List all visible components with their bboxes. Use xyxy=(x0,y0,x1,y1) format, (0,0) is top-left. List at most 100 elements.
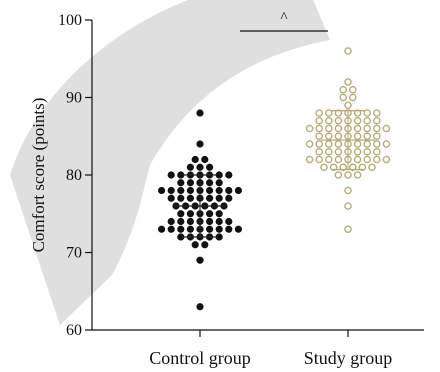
control-point xyxy=(186,217,194,226)
study-point xyxy=(353,147,362,156)
study-point xyxy=(363,109,372,117)
control-point xyxy=(225,217,233,226)
control-point xyxy=(177,171,185,179)
study-point xyxy=(305,124,314,133)
control-point xyxy=(215,171,223,179)
control-point xyxy=(186,225,194,233)
study-point xyxy=(348,85,357,94)
study-point xyxy=(315,140,324,148)
study-point xyxy=(344,101,352,110)
study-point xyxy=(382,155,391,164)
study-point xyxy=(305,155,314,164)
y-tick-label: 90 xyxy=(66,90,82,107)
control-point xyxy=(186,163,194,171)
control-point xyxy=(225,186,233,195)
control-point xyxy=(215,233,223,241)
control-point xyxy=(196,140,204,148)
study-point xyxy=(334,116,343,125)
control-point xyxy=(177,186,185,195)
control-point xyxy=(177,179,185,187)
control-point xyxy=(215,179,223,187)
study-point xyxy=(329,163,338,172)
study-point xyxy=(353,171,362,179)
control-point xyxy=(191,155,199,164)
study-point xyxy=(324,109,333,117)
study-point xyxy=(353,116,362,125)
study-point xyxy=(353,132,362,141)
significance-marker: ^ xyxy=(280,10,287,26)
study-point xyxy=(363,155,372,164)
watermark-shape xyxy=(10,0,330,325)
study-point xyxy=(334,155,343,164)
study-point xyxy=(315,109,324,117)
control-point xyxy=(186,179,194,187)
control-point xyxy=(191,241,199,249)
control-point xyxy=(215,194,223,202)
control-point xyxy=(225,194,233,202)
control-point xyxy=(177,194,185,202)
control-point xyxy=(158,186,166,195)
study-point xyxy=(382,124,391,133)
control-point xyxy=(206,179,214,187)
control-point xyxy=(177,210,185,218)
study-point xyxy=(344,225,352,234)
study-point xyxy=(372,132,381,141)
study-point xyxy=(334,171,343,179)
study-point xyxy=(339,93,348,102)
study-point xyxy=(315,132,324,141)
study-point xyxy=(348,93,357,102)
study-point xyxy=(363,124,372,133)
control-point xyxy=(234,186,242,195)
control-point xyxy=(196,109,204,117)
study-point xyxy=(372,140,381,148)
study-point xyxy=(372,116,381,125)
control-point xyxy=(215,225,223,233)
study-point xyxy=(334,132,343,141)
study-point xyxy=(334,140,343,148)
control-point xyxy=(158,225,166,233)
control-point xyxy=(234,225,242,233)
study-point xyxy=(344,171,352,179)
control-point xyxy=(177,217,185,226)
x-tick-label: Control group xyxy=(149,348,251,368)
control-point xyxy=(186,210,194,218)
chart-axes: 60 70 80 90 100 Control group Study group xyxy=(58,12,424,368)
study-point xyxy=(324,116,333,125)
study-point xyxy=(353,124,362,133)
y-tick-label: 60 xyxy=(66,322,82,339)
control-point xyxy=(206,194,214,202)
x-tick-label: Study group xyxy=(304,348,393,368)
control-point xyxy=(206,225,214,233)
y-axis-title: Comfort score (points) xyxy=(29,98,48,253)
study-point xyxy=(334,124,343,133)
control-point xyxy=(167,225,175,233)
study-point xyxy=(305,140,314,148)
control-point xyxy=(196,163,204,171)
study-point xyxy=(324,132,333,141)
control-point xyxy=(206,163,214,171)
study-point xyxy=(344,186,352,195)
study-point xyxy=(363,132,372,141)
study-point xyxy=(324,147,333,156)
study-point xyxy=(324,124,333,133)
study-point xyxy=(324,155,333,164)
study-point xyxy=(339,163,348,172)
control-point xyxy=(215,186,223,195)
study-point xyxy=(363,147,372,156)
control-point xyxy=(206,186,214,195)
control-point xyxy=(206,217,214,226)
control-point xyxy=(177,225,185,233)
study-point xyxy=(320,163,328,172)
control-point xyxy=(201,241,209,249)
control-point xyxy=(186,186,194,195)
study-point xyxy=(344,47,352,55)
y-tick-label: 80 xyxy=(66,167,82,184)
chart-marks xyxy=(158,47,391,311)
y-tick-label: 100 xyxy=(58,12,82,29)
control-point xyxy=(225,171,233,179)
control-point xyxy=(167,186,175,195)
study-point xyxy=(344,78,352,86)
study-point xyxy=(315,147,324,156)
study-point xyxy=(315,116,324,125)
